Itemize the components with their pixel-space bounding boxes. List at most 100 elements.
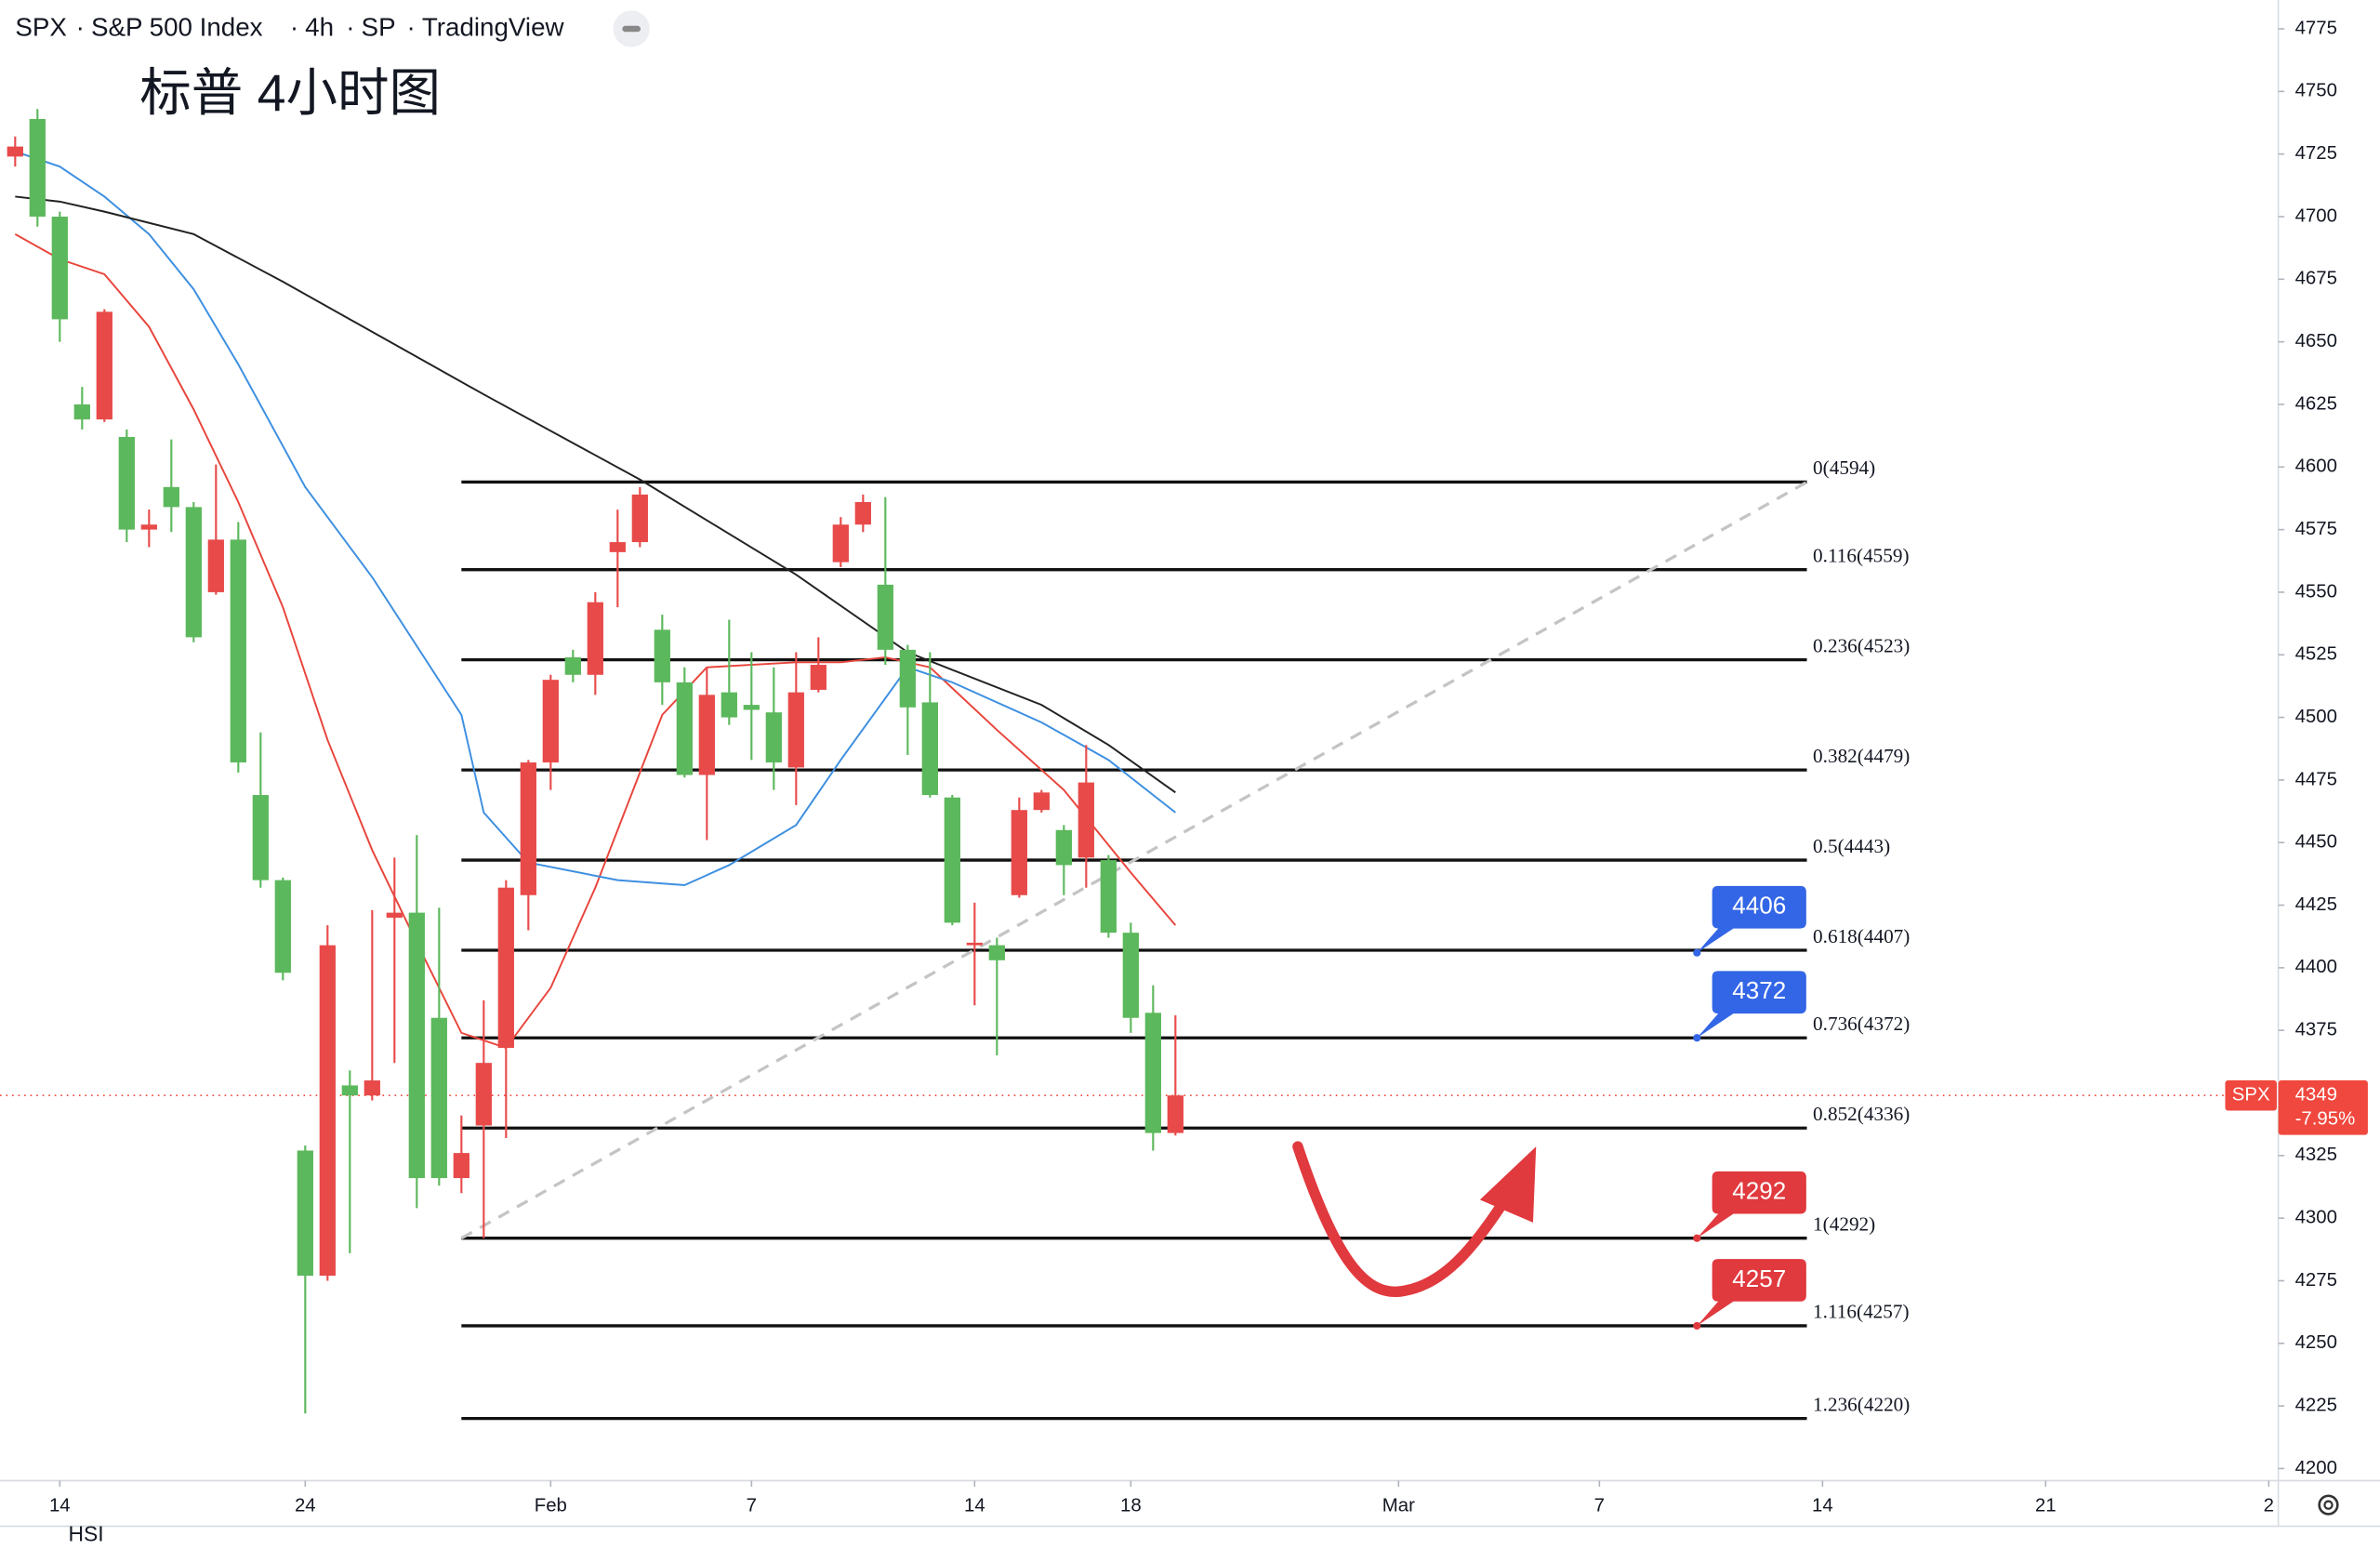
y-tick-label: 4650 [2295, 331, 2337, 351]
annotation: 标普 4小时图 [139, 64, 441, 122]
collapse-button[interactable] [613, 10, 650, 47]
x-tick-label: 24 [295, 1496, 316, 1516]
fib-label: 0(4594) [1813, 457, 1875, 479]
callout-anchor [1693, 948, 1701, 957]
fib-label: 1.236(4220) [1813, 1393, 1910, 1415]
candle-body [274, 880, 291, 973]
candle-body [1100, 860, 1117, 933]
candle-body [765, 712, 782, 763]
callout-label: 4292 [1732, 1177, 1786, 1205]
x-tick-label: 2 [2264, 1496, 2274, 1516]
y-tick-label: 4200 [2295, 1458, 2337, 1478]
fib-label: 0.116(4559) [1813, 544, 1910, 566]
candle-body [430, 1017, 447, 1179]
y-tick-label: 4600 [2295, 457, 2337, 477]
candle-body [1055, 829, 1072, 866]
candle-body [73, 404, 90, 420]
candle-body [1011, 810, 1027, 895]
last-symbol: SPX [2232, 1085, 2270, 1105]
exchange: SP [362, 12, 396, 41]
x-tick-label: 14 [964, 1496, 985, 1516]
y-tick-label: 4275 [2295, 1270, 2337, 1291]
candle-body [787, 692, 804, 768]
candle-body [1078, 782, 1094, 858]
candle-body [29, 118, 46, 217]
candle-body [542, 680, 559, 763]
candle-body [453, 1153, 469, 1179]
callout-box [1697, 885, 1806, 953]
callout-anchor [1693, 1034, 1701, 1042]
y-tick-label: 4250 [2295, 1332, 2337, 1353]
candle-body [7, 146, 23, 157]
y-tick-label: 4425 [2295, 894, 2337, 915]
x-tick-label: 14 [1812, 1496, 1833, 1516]
y-tick-label: 4325 [2295, 1145, 2337, 1165]
x-tick-label: 7 [1594, 1496, 1605, 1516]
symbol: SPX [15, 12, 67, 41]
y-tick-label: 4475 [2295, 769, 2337, 789]
separator: · [346, 12, 354, 41]
x-tick-label: 14 [49, 1496, 71, 1516]
candle-body [921, 702, 938, 796]
candle-body [386, 912, 403, 919]
y-tick-label: 4500 [2295, 707, 2337, 727]
fib-label: 0.736(4372) [1813, 1013, 1910, 1035]
last-symbol-tag [2225, 1079, 2277, 1111]
trend-line [460, 481, 1808, 1240]
callout-box [1697, 1171, 1806, 1238]
y-tick-label: 4775 [2295, 18, 2337, 38]
candle-body [609, 542, 626, 552]
candle-body [832, 524, 849, 563]
separator: · [407, 12, 416, 41]
last-price-tag [2278, 1079, 2368, 1135]
candle-body [230, 539, 246, 763]
candle-body [341, 1085, 358, 1096]
candle-body [319, 945, 336, 1277]
candle-body [408, 912, 425, 1179]
plot: 4200422542504275430043254350437544004425… [0, 18, 2368, 1516]
candle-body [631, 494, 648, 543]
candle-body [51, 216, 68, 320]
fib-label: 0.5(4443) [1813, 835, 1890, 857]
x-tick-label: 21 [2035, 1496, 2056, 1516]
candle-body [297, 1150, 313, 1277]
callout-box [1697, 1259, 1806, 1326]
separator: · [290, 12, 298, 41]
candle-body [118, 436, 135, 530]
y-tick-label: 4575 [2295, 519, 2337, 539]
callout-label: 4257 [1732, 1264, 1786, 1292]
y-tick-label: 4375 [2295, 1020, 2337, 1040]
candle-body [810, 665, 826, 690]
x-tick-label: Feb [535, 1496, 567, 1516]
fib-label: 0.382(4479) [1813, 745, 1910, 767]
y-tick-label: 4625 [2295, 393, 2337, 414]
last-change: -7.95% [2295, 1109, 2356, 1130]
y-tick-label: 4525 [2295, 644, 2337, 665]
interval[interactable]: 4h [305, 12, 334, 41]
candle-body [564, 656, 581, 675]
fib-label: 1(4292) [1813, 1212, 1875, 1235]
candle-body [96, 311, 112, 420]
candle-body [140, 524, 157, 530]
x-tick-label: Mar [1382, 1496, 1415, 1516]
candle-body [185, 507, 202, 638]
candle-body [497, 887, 514, 1049]
callout-box [1697, 971, 1806, 1039]
candle-body [1033, 792, 1050, 811]
candle-body [988, 945, 1005, 960]
y-tick-label: 4700 [2295, 205, 2337, 226]
callout-anchor [1693, 1234, 1701, 1242]
y-tick-label: 4750 [2295, 81, 2337, 101]
candle-body [877, 584, 893, 650]
y-tick-label: 4725 [2295, 143, 2337, 164]
fib-label: 0.236(4523) [1813, 634, 1910, 656]
last-price: 4349 [2295, 1085, 2337, 1105]
y-tick-label: 4225 [2295, 1395, 2337, 1415]
candle-body [743, 705, 760, 710]
y-tick-label: 4400 [2295, 957, 2337, 977]
candle-body [654, 629, 670, 682]
candle-body [207, 539, 224, 592]
candle-body [475, 1063, 492, 1126]
settings-icon[interactable] [2318, 1494, 2339, 1516]
